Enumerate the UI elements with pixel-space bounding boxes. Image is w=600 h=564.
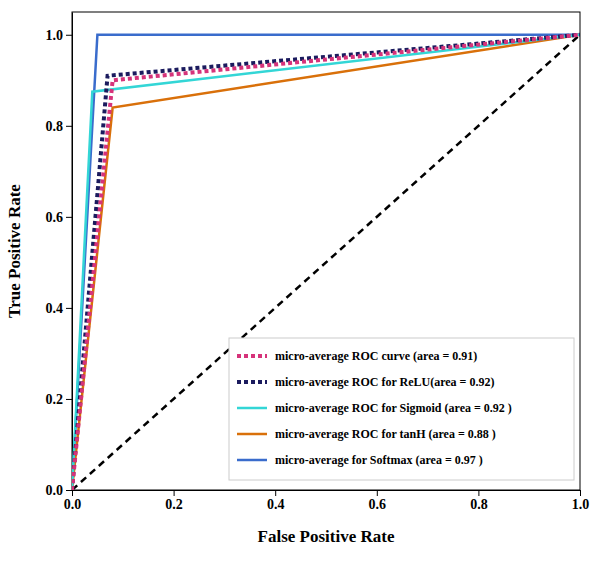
plot: 0.0 0.2 0.4 0.6 0.8 1.0 0.0 0.2 0.4 0.6 0.8 1.0 micr… xyxy=(46,12,590,512)
legend-label: micro-average ROC for ReLU(area = 0.92) xyxy=(275,375,494,389)
legend-swatch xyxy=(237,433,267,436)
y-tick-mark xyxy=(66,308,72,309)
x-tick: 0.0 xyxy=(64,490,82,512)
legend-label: micro-average ROC for tanH (area = 0.88 … xyxy=(275,427,496,441)
legend-swatch xyxy=(237,407,267,410)
plot-frame xyxy=(72,12,580,490)
y-tick-label: 0.2 xyxy=(46,392,64,407)
x-tick: 1.0 xyxy=(572,490,590,512)
x-tick: 0.4 xyxy=(267,490,285,512)
roc-line xyxy=(72,35,580,490)
legend-label: micro-average for Softmax (area = 0.97 ) xyxy=(275,453,483,467)
y-tick-mark xyxy=(66,490,72,491)
y-tick-mark xyxy=(66,217,72,218)
y-tick: 0.2 xyxy=(46,392,73,407)
y-tick: 0.8 xyxy=(46,119,73,134)
x-tick-mark xyxy=(478,490,479,496)
y-tick-label: 0.6 xyxy=(46,210,64,225)
legend: micro-average ROC curve (area = 0.91) mic… xyxy=(229,338,574,480)
chart: 0.0 0.2 0.4 0.6 0.8 1.0 0.0 0.2 0.4 0.6 0.8 1.0 micr… xyxy=(0,0,600,564)
x-tick-label: 0.4 xyxy=(267,497,285,512)
roc-line xyxy=(72,35,580,490)
roc-line xyxy=(72,35,580,490)
x-tick-mark xyxy=(174,490,175,496)
legend-swatch xyxy=(237,459,267,462)
y-tick-mark xyxy=(66,126,72,127)
roc-line xyxy=(72,35,580,490)
x-axis-title: False Positive Rate xyxy=(258,527,395,546)
x-tick: 0.2 xyxy=(165,490,183,512)
x-tick-label: 0.2 xyxy=(165,497,183,512)
x-axis: 0.0 0.2 0.4 0.6 0.8 1.0 xyxy=(64,490,590,512)
x-tick-mark xyxy=(72,490,73,496)
x-tick-mark xyxy=(377,490,378,496)
roc-line xyxy=(72,35,580,490)
x-tick-label: 0.8 xyxy=(470,497,488,512)
y-tick-label: 0.4 xyxy=(46,301,64,316)
legend-label: micro-average ROC curve (area = 0.91) xyxy=(275,349,477,363)
legend-box xyxy=(229,338,574,480)
legend-label: micro-average ROC for Sigmoid (area = 0.… xyxy=(275,401,512,415)
x-tick-label: 1.0 xyxy=(572,497,590,512)
legend-swatch xyxy=(237,380,267,384)
x-tick-mark xyxy=(580,490,581,496)
x-tick-label: 0.0 xyxy=(64,497,82,512)
y-axis: 0.0 0.2 0.4 0.6 0.8 1.0 xyxy=(46,13,73,498)
y-tick-label: 0.8 xyxy=(46,119,64,134)
y-tick: 1.0 xyxy=(46,28,73,43)
lines xyxy=(72,35,580,490)
x-tick-mark xyxy=(275,490,276,496)
y-axis-title: True Positive Rate xyxy=(5,184,24,318)
x-tick-label: 0.6 xyxy=(369,497,387,512)
y-tick-mark xyxy=(66,399,72,400)
x-tick: 0.8 xyxy=(470,490,488,512)
y-tick-mark xyxy=(66,35,72,36)
legend-swatch xyxy=(237,354,267,358)
y-tick-label: 0.0 xyxy=(46,483,64,498)
x-tick: 0.6 xyxy=(369,490,387,512)
y-tick: 0.4 xyxy=(46,301,73,316)
y-tick: 0.6 xyxy=(46,210,73,225)
roc-line xyxy=(72,35,580,490)
y-tick: 0.0 xyxy=(46,483,73,498)
y-tick-label: 1.0 xyxy=(46,28,64,43)
